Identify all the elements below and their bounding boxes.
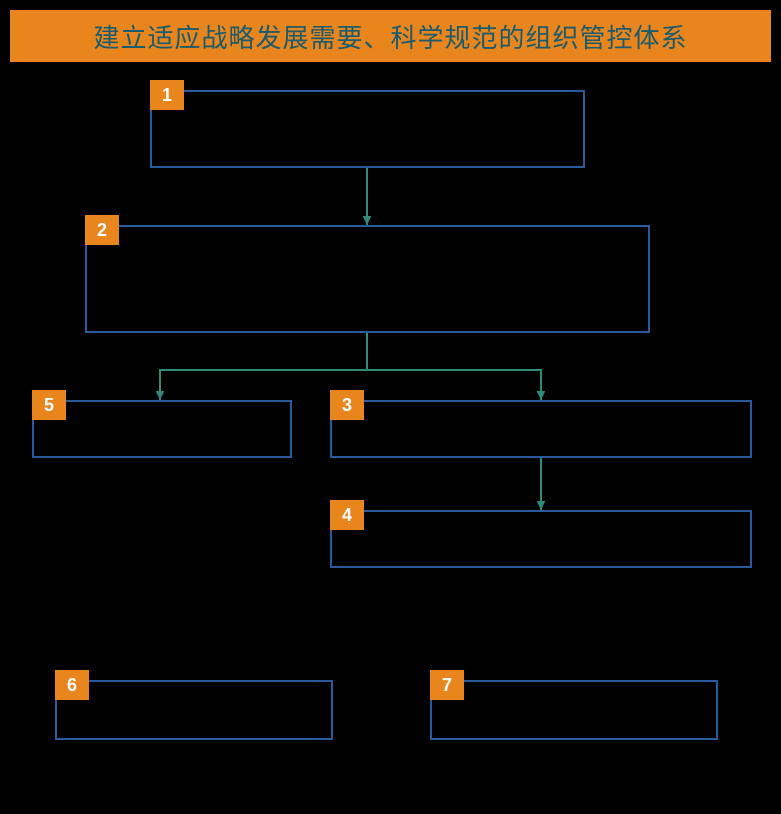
node-badge-3: 3 (330, 390, 364, 420)
node-badge-7: 7 (430, 670, 464, 700)
flow-node-6 (55, 680, 333, 740)
flow-node-7 (430, 680, 718, 740)
node-badge-4: 4 (330, 500, 364, 530)
node-badge-2: 2 (85, 215, 119, 245)
node-badge-5: 5 (32, 390, 66, 420)
node-badge-6: 6 (55, 670, 89, 700)
flow-node-5 (32, 400, 292, 458)
flow-node-1 (150, 90, 585, 168)
diagram-title: 建立适应战略发展需要、科学规范的组织管控体系 (10, 10, 771, 62)
flow-node-4 (330, 510, 752, 568)
node-badge-1: 1 (150, 80, 184, 110)
flow-node-2 (85, 225, 650, 333)
flow-node-3 (330, 400, 752, 458)
